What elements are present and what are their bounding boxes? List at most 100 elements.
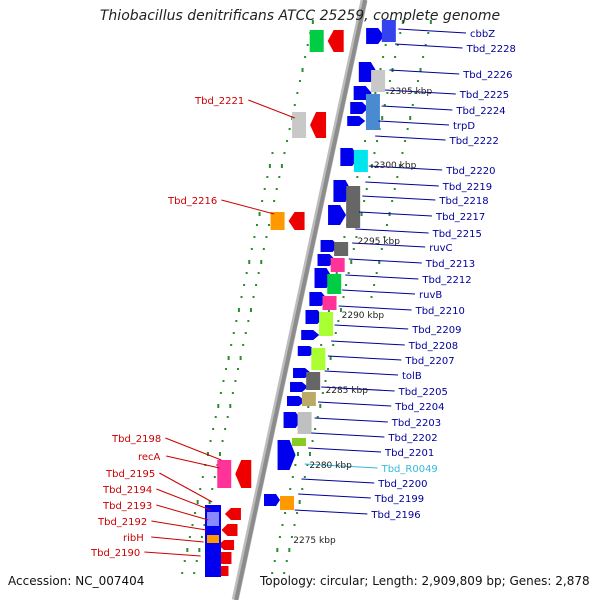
tick-mark — [406, 128, 409, 130]
gene-features — [205, 20, 396, 577]
tick-mark — [375, 272, 378, 274]
tick-mark — [253, 236, 256, 238]
gene-label-forward: Tbd_2199 — [374, 494, 424, 505]
gene-labels: cbbZ Tbd_2228 Tbd_2226 Tbd_2225 Tbd_2224 trpD… — [90, 29, 516, 559]
gene-label-forward: Tbd_2204 — [394, 402, 444, 413]
label-connector — [381, 105, 453, 111]
tick-mark — [388, 80, 391, 82]
tick-mark — [225, 368, 228, 370]
ruler-labels: 2305 kbp 2300 kbp 2295 kbp 2290 kbp 2285 kbp… — [293, 87, 432, 546]
tick-mark — [332, 344, 335, 346]
gene-label-forward: Tbd_R0049 — [381, 464, 438, 475]
label-connector — [389, 69, 460, 75]
forward-gene-block — [207, 512, 219, 526]
tick-mark — [195, 560, 198, 562]
ruler-label: 2275 kbp — [293, 536, 336, 546]
label-connector — [317, 401, 392, 407]
ruler-label: 2280 kbp — [309, 461, 352, 471]
genome-backbone — [231, 0, 368, 600]
label-connector — [311, 432, 385, 438]
gene-label-forward: ruvB — [419, 290, 442, 301]
gene-label-forward: Tbd_2213 — [425, 259, 475, 270]
map-title: Thiobacillus denitrificans ATCC 25259, c… — [99, 8, 501, 24]
tick-mark — [393, 188, 396, 190]
tick-mark — [360, 212, 363, 216]
forward-gene-block — [322, 296, 337, 310]
tick-mark — [240, 296, 243, 298]
tick-mark — [214, 416, 217, 418]
label-connector — [294, 509, 368, 515]
label-connector — [398, 28, 467, 34]
tick-mark — [181, 572, 184, 574]
tick-mark — [308, 452, 311, 456]
forward-gene-block — [306, 372, 321, 390]
gene-label-forward: Tbd_2208 — [408, 341, 458, 352]
gene-label-forward: Tbd_2210 — [415, 306, 465, 317]
tick-mark — [263, 188, 266, 190]
tick-mark — [286, 140, 289, 142]
tick-mark — [201, 476, 204, 478]
gene-label-forward: Tbd_2218 — [438, 196, 488, 207]
tick-mark — [347, 272, 350, 274]
tick-mark — [422, 56, 425, 58]
tick-mark — [267, 224, 270, 226]
forward-gene-block — [207, 535, 219, 543]
forward-gene-arrow — [283, 412, 302, 428]
ruler-label: 2285 kbp — [326, 386, 369, 396]
tick-mark — [380, 248, 383, 250]
tick-mark — [316, 416, 319, 418]
forward-gene-block — [297, 412, 312, 434]
gene-label-forward: Tbd_2201 — [384, 448, 434, 459]
tick-mark — [306, 44, 309, 46]
forward-gene-arrow — [328, 205, 347, 225]
tick-mark — [186, 548, 189, 552]
tick-mark — [191, 524, 194, 526]
tick-mark — [230, 344, 233, 346]
gene-label-reverse: Tbd_2198 — [111, 434, 161, 445]
tick-mark — [288, 128, 291, 130]
label-connector — [338, 305, 412, 311]
tick-mark — [329, 356, 332, 360]
forward-gene-block — [327, 274, 342, 294]
tick-mark — [291, 476, 294, 478]
label-connector — [355, 228, 429, 234]
tick-mark — [334, 332, 337, 334]
tick-mark — [363, 200, 366, 202]
tick-mark — [396, 176, 399, 178]
gene-label-forward: Tbd_2196 — [370, 510, 420, 521]
tick-mark — [416, 80, 419, 82]
tick-mark — [293, 524, 296, 526]
gene-label-forward: Tbd_2207 — [404, 356, 454, 367]
tick-mark — [303, 476, 306, 478]
label-connector — [394, 43, 463, 49]
label-connector — [151, 536, 204, 543]
tick-mark — [288, 548, 291, 552]
label-connector — [375, 135, 446, 141]
forward-gene-block — [334, 242, 349, 256]
tick-mark — [424, 44, 427, 46]
label-connector — [378, 120, 450, 126]
tick-mark — [255, 224, 258, 226]
tick-mark — [320, 344, 323, 346]
tick-mark — [273, 560, 276, 562]
label-connector — [144, 551, 201, 557]
gene-label-reverse: Tbd_2194 — [102, 485, 152, 496]
forward-gene-arrow — [347, 116, 366, 126]
reverse-gene-arrow — [221, 524, 238, 536]
tick-mark — [221, 440, 224, 442]
tick-mark — [211, 488, 214, 490]
label-connector — [358, 211, 433, 217]
tick-mark — [257, 272, 260, 274]
tick-mark — [399, 32, 402, 34]
tick-mark — [261, 200, 264, 202]
tick-mark — [193, 572, 196, 574]
tick-mark — [252, 296, 255, 298]
tick-mark — [284, 512, 287, 514]
tick-mark — [384, 44, 387, 46]
tick-mark — [209, 440, 212, 442]
tick-mark — [213, 476, 216, 478]
tick-mark — [217, 404, 220, 408]
tick-mark — [183, 560, 186, 562]
tick-mark — [364, 140, 367, 142]
